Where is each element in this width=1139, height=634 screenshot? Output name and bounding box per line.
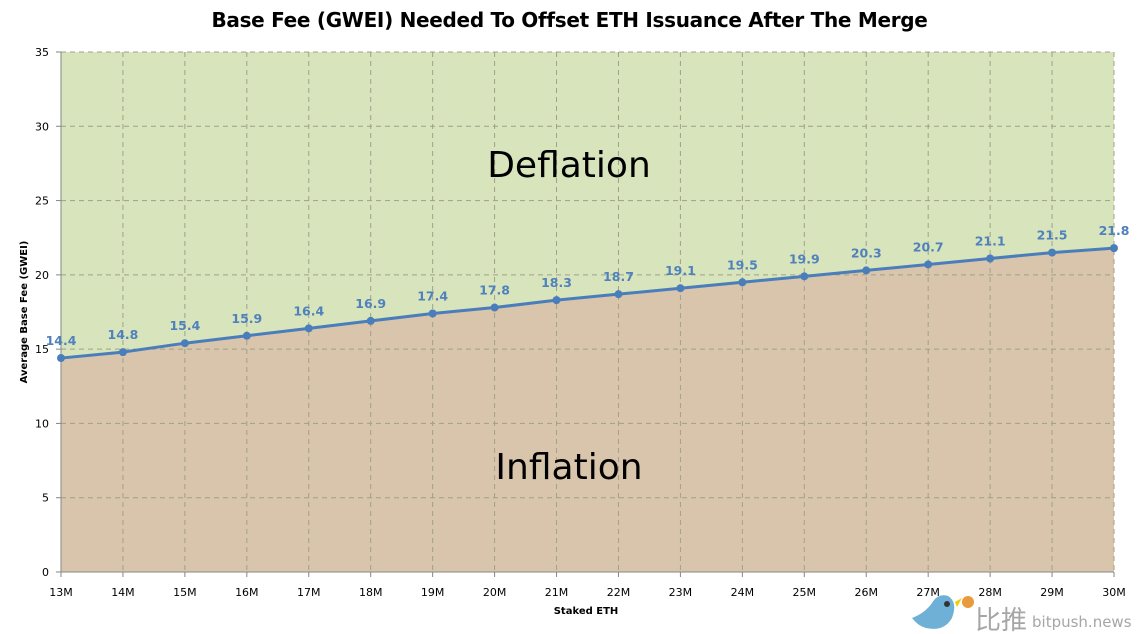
x-tick-label: 13M [49,586,73,599]
y-tick-label: 0 [42,566,49,579]
x-tick-label: 28M [978,586,1002,599]
data-label: 19.9 [789,251,820,266]
x-tick-label: 30M [1102,586,1126,599]
x-tick-label: 27M [916,586,940,599]
data-label: 16.4 [293,303,324,318]
data-label: 17.4 [417,288,448,303]
x-tick-label: 18M [359,586,383,599]
x-tick-label: 23M [669,586,693,599]
data-label: 14.4 [46,333,77,348]
inflation-label: Inflation [495,447,642,488]
y-tick-label: 10 [35,417,49,430]
y-tick-label: 35 [35,46,49,59]
x-axis-label: Staked ETH [554,606,619,617]
y-tick-label: 20 [35,269,49,282]
data-point [180,339,189,348]
data-point [366,316,375,325]
inflation-region [61,248,1114,572]
x-tick-label: 22M [607,586,631,599]
data-label: 20.7 [913,239,944,254]
y-tick-label: 30 [35,120,49,133]
data-point [862,266,871,275]
data-point [924,260,933,269]
watermark-site: bitpush.news [1032,613,1132,631]
data-point [1048,248,1057,257]
y-tick-label: 25 [35,195,49,208]
data-label: 14.8 [108,327,139,342]
chart-title: Base Fee (GWEI) Needed To Offset ETH Iss… [211,8,928,32]
data-label: 19.5 [727,257,758,272]
data-point [676,284,685,293]
data-label: 21.5 [1037,228,1068,243]
data-point [738,278,747,287]
bird-logo-icon [912,595,974,629]
deflation-label: Deflation [487,145,651,186]
x-tick-label: 29M [1040,586,1064,599]
data-label: 19.1 [665,263,696,278]
data-point [304,324,313,333]
x-tick-label: 16M [235,586,259,599]
tick-labels: 0 5 10 15 20 25 30 35 13M 14M 15M 16M 17M 18M 19M 20M 21… [35,46,1126,599]
gridlines [61,51,1115,572]
data-label: 21.8 [1099,223,1130,238]
y-tick-label: 15 [35,343,49,356]
watermark: 比推 bitpush.news [912,595,1132,634]
data-label: 20.3 [851,245,882,260]
data-point [986,254,995,263]
x-tick-label: 21M [545,586,569,599]
series-line [60,246,1115,360]
x-tick-label: 17M [297,586,321,599]
data-point [552,296,561,305]
data-points: 14.4 14.8 15.4 15.9 16.4 16.9 17.4 17.8 18.3 18.7… [46,223,1130,363]
data-point [800,272,809,281]
data-point [614,290,623,299]
x-tick-label: 14M [111,586,135,599]
data-point [118,348,127,357]
data-point [490,303,499,312]
data-label: 18.3 [541,275,572,290]
data-label: 16.9 [355,296,386,311]
x-tick-label: 24M [731,586,755,599]
axes [56,51,1115,577]
x-tick-label: 15M [173,586,197,599]
y-axis-label: Average Base Fee (GWEI) [19,241,30,384]
x-tick-label: 20M [483,586,507,599]
x-tick-label: 19M [421,586,445,599]
watermark-cn: 比推 [975,606,1027,634]
data-point [57,354,65,363]
data-label: 15.4 [169,318,200,333]
data-label: 18.7 [603,269,634,284]
data-label: 21.1 [975,234,1006,249]
data-point [242,331,251,340]
x-tick-label: 25M [793,586,817,599]
data-point [428,309,437,318]
data-point [1110,244,1118,253]
y-tick-label: 5 [42,492,49,505]
data-label: 15.9 [231,311,262,326]
data-label: 17.8 [479,283,510,298]
x-tick-label: 26M [854,586,878,599]
